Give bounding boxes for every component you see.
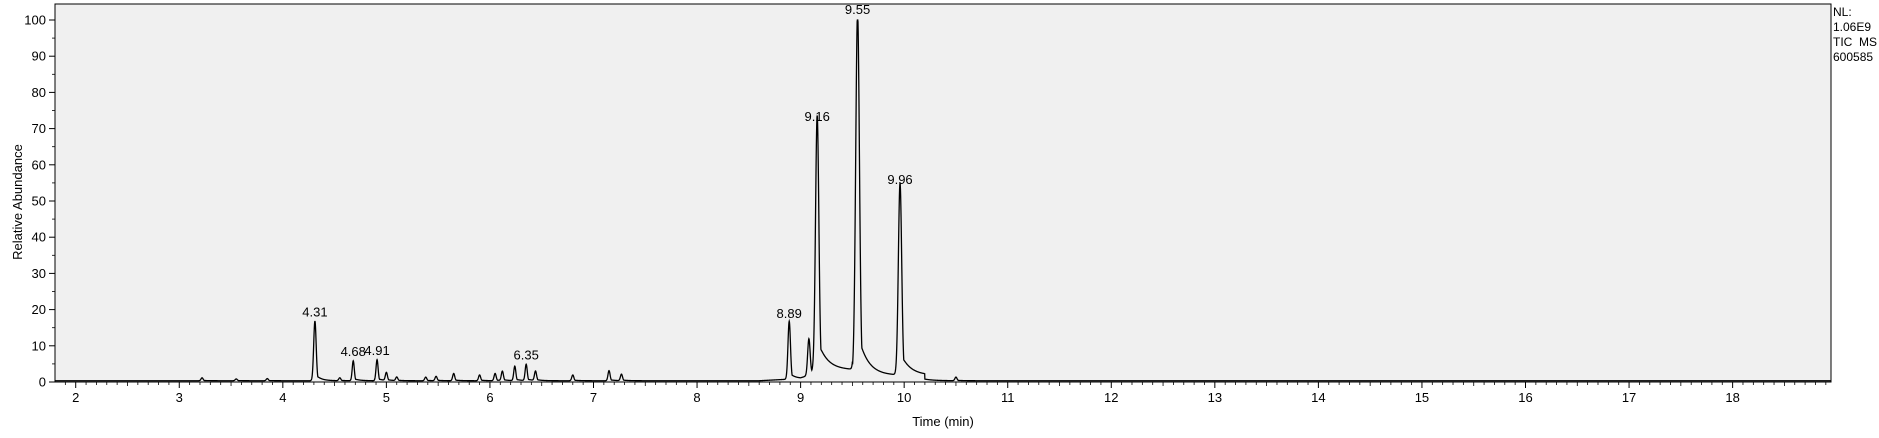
peak-label: 9.55 [845,2,870,17]
peak-label: 9.96 [887,172,912,187]
x-tick-label: 4 [279,390,286,405]
plot-area [54,3,1832,383]
x-tick-label: 18 [1725,390,1739,405]
y-tick-label: 10 [32,338,46,353]
y-tick-label: 40 [32,230,46,245]
peak-label: 4.68 [341,344,366,359]
x-tick-label: 10 [897,390,911,405]
y-tick-label: 80 [32,85,46,100]
x-tick-label: 14 [1311,390,1325,405]
file-id: 600585 [1833,50,1874,64]
y-tick-label: 50 [32,194,46,209]
tic-trace [55,19,1831,382]
trace-type: TIC MS [1833,35,1877,49]
x-tick-label: 13 [1208,390,1222,405]
x-tick-label: 9 [797,390,804,405]
y-tick-label: 70 [32,121,46,136]
y-tick-label: 100 [24,13,46,28]
y-axis-title: Relative Abundance [10,144,25,260]
nl-value: 1.06E9 [1833,20,1872,34]
x-tick-label: 17 [1622,390,1636,405]
peak-label: 4.31 [302,304,327,319]
x-tick-label: 12 [1104,390,1118,405]
y-tick-label: 90 [32,49,46,64]
x-tick-label: 2 [72,390,79,405]
peak-label: 9.16 [805,109,830,124]
y-tick-label: 60 [32,157,46,172]
x-tick-label: 15 [1415,390,1429,405]
nl-label: NL: [1833,5,1852,19]
x-tick-label: 3 [176,390,183,405]
peak-label: 8.89 [777,306,802,321]
peak-label: 4.91 [364,343,389,358]
y-tick-label: 20 [32,302,46,317]
x-axis: 2 3 4 5 6 7 8 9 10 11 12 13 14 15 16 17 18 [64,382,1827,405]
x-tick-label: 16 [1518,390,1532,405]
x-axis-title: Time (min) [912,414,974,429]
x-tick-label: 8 [693,390,700,405]
x-tick-label: 5 [383,390,390,405]
y-tick-label: 0 [39,375,46,390]
info-panel: NL: 1.06E9 TIC MS 600585 [1833,5,1877,65]
y-tick-label: 30 [32,266,46,281]
peak-labels: 4.31 4.684.91 6.35 8.89 9.16 9.55 9.96 [302,2,912,363]
peak-label: 6.35 [514,348,539,363]
x-tick-label: 11 [1001,390,1015,405]
x-tick-label: 6 [486,390,493,405]
x-tick-label: 7 [590,390,597,405]
y-axis: 0 10 20 30 40 50 60 70 80 90 100 [24,13,55,390]
